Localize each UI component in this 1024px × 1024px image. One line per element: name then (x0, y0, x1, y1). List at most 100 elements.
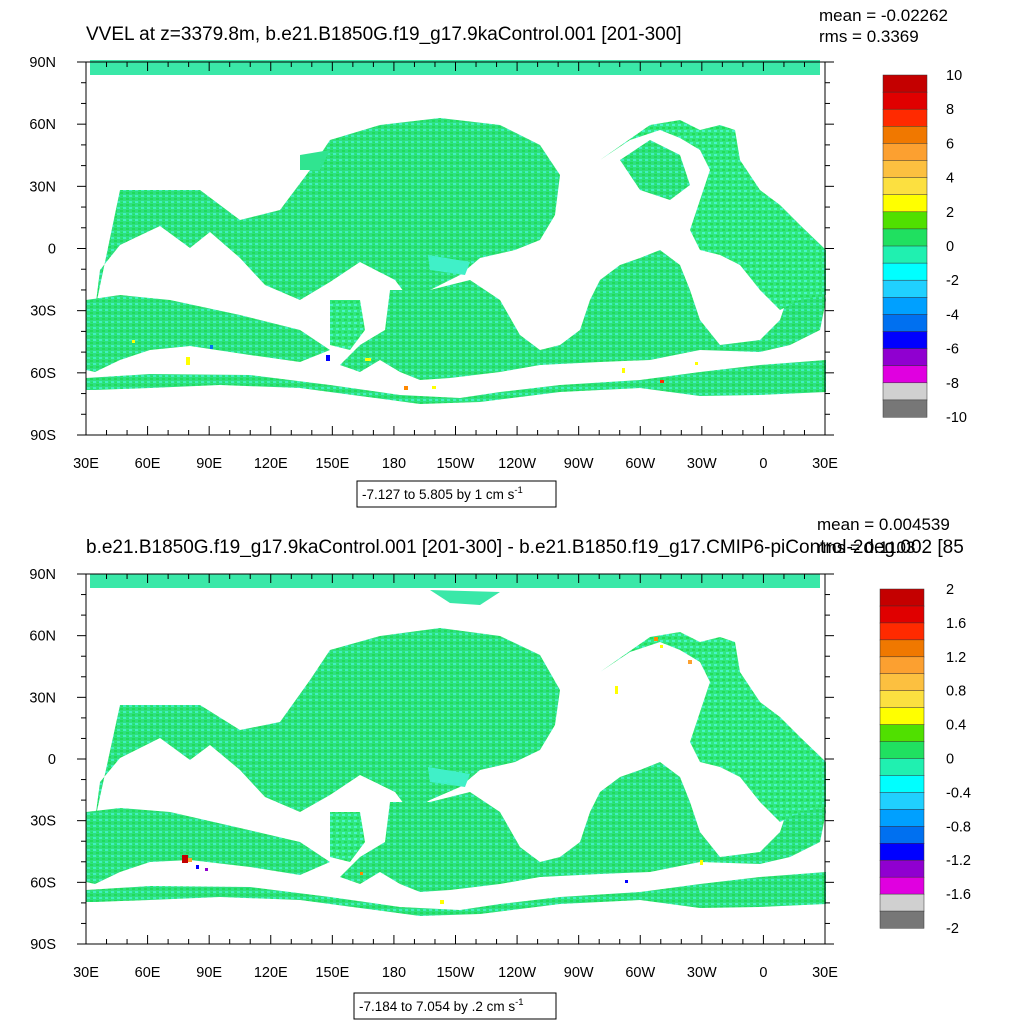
colorbar-swatch (882, 245, 928, 264)
colorbar-swatch (879, 792, 925, 810)
y-tick-label: 60N (29, 629, 56, 645)
colorbar-swatch (882, 279, 928, 298)
y-tick-label: 60S (30, 875, 56, 891)
colorbar-swatch (882, 108, 928, 127)
colorbar-swatch (882, 228, 928, 247)
y-tick-label: 60N (29, 117, 56, 133)
colorbar-swatch (879, 741, 925, 760)
colorbar-swatch (879, 588, 925, 607)
panel-2-map (86, 574, 826, 944)
panel-2-contour-sup: -1 (515, 997, 523, 1008)
colorbar-swatch (879, 690, 925, 709)
panel-1-contour-info: -7.127 to 5.805 by 1 cm s-1 (356, 480, 557, 508)
x-tick-label: 60W (625, 456, 655, 472)
colorbar-label: 1.6 (946, 616, 966, 632)
panel-2-tick-marks (77, 573, 834, 945)
colorbar-swatch (879, 775, 925, 793)
colorbar-label: -1.2 (946, 853, 971, 869)
y-tick-label: 90S (30, 428, 56, 444)
x-tick-label: 30W (687, 456, 717, 472)
x-tick-label: 90E (196, 456, 222, 472)
x-tick-label: 150E (315, 965, 349, 981)
x-tick-label: 150W (437, 965, 475, 981)
x-tick-label: 30E (73, 965, 99, 981)
colorbar-label: 0 (946, 239, 954, 255)
panel-1-contour-sup: -1 (514, 485, 522, 496)
colorbar-label: -4 (946, 307, 959, 323)
x-tick-label: 90E (196, 965, 222, 981)
panel-2-mean: mean = 0.004539 (817, 515, 950, 534)
colorbar-swatch (879, 826, 925, 844)
y-tick-label: 90S (30, 937, 56, 953)
colorbar-label: 10 (946, 68, 962, 84)
x-tick-label: 120E (254, 965, 288, 981)
y-tick-label: 30N (29, 690, 56, 706)
panel-1-rms: rms = 0.3369 (819, 27, 919, 46)
colorbar-label: 0 (946, 752, 954, 768)
colorbar-label: -2 (946, 273, 959, 289)
x-tick-label: 180 (382, 456, 406, 472)
colorbar-swatch (882, 348, 928, 367)
colorbar-label: -6 (946, 342, 959, 358)
y-tick-label: 60S (30, 366, 56, 382)
panel-2-contour-text: -7.184 to 7.054 by .2 cm s (359, 999, 515, 1014)
colorbar-swatch (882, 382, 928, 401)
x-tick-label: 60E (135, 456, 161, 472)
x-tick-label: 30E (812, 965, 838, 981)
x-tick-label: 120W (498, 456, 536, 472)
colorbar-swatch (882, 194, 928, 213)
colorbar-label: -0.8 (946, 819, 971, 835)
panel-2: b.e21.B1850G.f19_g17.9kaControl.001 [201… (29, 515, 971, 1020)
colorbar-swatch (882, 177, 928, 196)
x-tick-label: 30E (73, 456, 99, 472)
colorbar-swatch (879, 656, 925, 675)
y-tick-label: 30S (30, 814, 56, 830)
colorbar-label: 2 (946, 205, 954, 221)
panel-1-title: VVEL at z=3379.8m, b.e21.B1850G.f19_g17.… (86, 24, 682, 45)
panel-2-colorbar: 2 1.6 1.2 0.8 0.4 0 -0.4 -0.8 -1.2 -1.6 -2 (879, 582, 971, 937)
y-tick-label: 90N (29, 567, 56, 583)
svg-text:-7.184 to 7.054 by .2 cm s-1: -7.184 to 7.054 by .2 cm s-1 (359, 997, 524, 1014)
x-tick-label: 30W (687, 965, 717, 981)
colorbar-label: 1.2 (946, 650, 966, 666)
panel-1-colorbar: 10 8 6 4 2 0 -2 -4 -6 -8 -10 (882, 68, 967, 426)
colorbar-label: 8 (946, 102, 954, 118)
colorbar-swatch (882, 399, 928, 418)
colorbar-swatch (882, 314, 928, 333)
colorbar-swatch (879, 843, 925, 861)
panel-1-map (86, 60, 826, 435)
colorbar-swatch (882, 297, 928, 315)
colorbar-label: -1.6 (946, 887, 971, 903)
x-tick-label: 120E (254, 456, 288, 472)
colorbar-swatch (879, 673, 925, 692)
colorbar-swatch (882, 126, 928, 144)
x-tick-label: 150W (437, 456, 475, 472)
colorbar-swatch (879, 758, 925, 776)
panel-1-tick-marks (77, 61, 834, 436)
panel-1: VVEL at z=3379.8m, b.e21.B1850G.f19_g17.… (29, 6, 967, 508)
x-tick-label: 90W (564, 965, 594, 981)
panel-1-mean: mean = -0.02262 (819, 6, 948, 25)
colorbar-label: 2 (946, 582, 954, 598)
colorbar-swatch (879, 639, 925, 658)
colorbar-label: -0.4 (946, 785, 971, 801)
x-tick-label: 30E (812, 456, 838, 472)
colorbar-swatch (882, 331, 928, 350)
panel-2-x-tick-labels: 30E 60E 90E 120E 150E 180 150W 120W 90W 60W 30W 0 30… (73, 965, 838, 981)
colorbar-swatch (882, 365, 928, 384)
colorbar-swatch (882, 143, 928, 162)
panel-1-x-tick-labels: 30E 60E 90E 120E 150E 180 150W 120W 90W 60W 30W 0 30… (73, 456, 838, 472)
colorbar-label: -8 (946, 376, 959, 392)
y-tick-label: 30S (30, 304, 56, 320)
panel-2-y-tick-labels: 90N 60N 30N 0 30S 60S 90S (29, 567, 56, 953)
colorbar-swatch (879, 893, 925, 912)
colorbar-swatch (879, 809, 925, 827)
y-tick-label: 0 (48, 242, 56, 258)
x-tick-label: 0 (759, 965, 767, 981)
x-tick-label: 120W (498, 965, 536, 981)
colorbar-label: 0.4 (946, 718, 966, 734)
colorbar-swatch (882, 91, 928, 110)
panel-1-contour-text: -7.127 to 5.805 by 1 cm s (362, 487, 515, 502)
y-tick-label: 0 (48, 752, 56, 768)
colorbar-swatch (879, 605, 925, 624)
